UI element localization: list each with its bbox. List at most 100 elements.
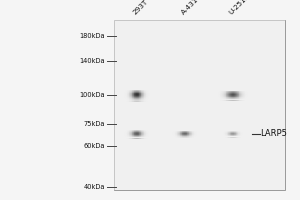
Bar xyxy=(137,92,138,93)
Bar xyxy=(136,136,137,137)
Bar xyxy=(217,98,218,99)
Bar xyxy=(141,93,142,94)
Bar xyxy=(220,96,221,97)
Bar xyxy=(234,137,235,138)
Bar xyxy=(142,91,143,92)
Bar xyxy=(220,133,221,134)
Bar xyxy=(187,131,188,132)
Bar xyxy=(145,99,146,100)
Bar xyxy=(176,131,177,132)
Bar xyxy=(135,131,136,132)
Bar xyxy=(229,98,230,99)
Bar xyxy=(148,130,149,131)
Bar xyxy=(242,98,243,99)
Bar xyxy=(195,132,196,133)
Bar xyxy=(142,92,143,93)
Bar xyxy=(239,93,240,94)
Bar xyxy=(239,100,240,101)
Bar xyxy=(218,95,219,96)
Bar xyxy=(135,138,136,139)
Bar xyxy=(131,100,132,101)
Bar xyxy=(131,130,132,131)
Bar xyxy=(242,134,243,135)
Bar xyxy=(128,130,129,131)
Bar xyxy=(222,136,223,137)
Bar xyxy=(220,131,221,132)
Bar xyxy=(139,133,140,134)
Bar xyxy=(138,99,139,100)
Bar xyxy=(145,131,146,132)
Bar xyxy=(198,131,199,132)
Bar xyxy=(172,137,173,138)
Bar xyxy=(230,94,231,95)
Bar xyxy=(248,97,249,98)
Bar xyxy=(179,136,180,137)
Bar xyxy=(223,135,224,136)
Bar xyxy=(242,94,243,95)
Bar xyxy=(128,100,129,101)
Bar xyxy=(236,134,237,135)
Bar xyxy=(221,97,222,98)
Bar xyxy=(143,91,144,92)
Bar xyxy=(182,131,183,132)
Bar xyxy=(198,133,199,134)
Bar xyxy=(143,138,144,139)
Bar xyxy=(233,97,234,98)
Bar xyxy=(144,92,145,93)
Bar xyxy=(176,132,177,133)
Bar xyxy=(129,90,130,91)
Bar xyxy=(148,99,149,100)
Bar xyxy=(215,97,216,98)
Bar xyxy=(187,136,188,137)
Bar xyxy=(233,92,234,93)
Bar xyxy=(128,96,129,97)
Bar xyxy=(235,91,236,92)
Bar xyxy=(140,131,141,132)
Bar xyxy=(130,137,131,138)
Bar xyxy=(139,130,140,131)
Bar xyxy=(130,135,131,136)
Bar xyxy=(142,136,143,137)
Bar xyxy=(220,92,221,93)
Bar xyxy=(227,137,228,138)
Bar xyxy=(224,91,225,92)
Bar xyxy=(133,100,134,101)
Bar xyxy=(218,91,219,92)
Bar xyxy=(144,90,145,91)
Bar xyxy=(238,98,239,99)
Bar xyxy=(140,97,141,98)
Bar xyxy=(236,96,237,97)
Bar xyxy=(128,98,129,99)
Bar xyxy=(133,95,134,96)
Bar xyxy=(142,130,143,131)
Bar xyxy=(147,92,148,93)
Bar xyxy=(129,94,130,95)
Bar xyxy=(142,100,143,101)
Bar xyxy=(232,92,233,93)
Bar xyxy=(124,94,125,95)
Bar xyxy=(143,134,144,135)
Bar xyxy=(236,95,237,96)
Bar xyxy=(143,100,144,101)
Bar xyxy=(234,97,235,98)
Bar xyxy=(173,137,174,138)
Bar xyxy=(135,137,136,138)
Bar xyxy=(226,96,227,97)
Bar xyxy=(241,136,242,137)
Bar xyxy=(126,99,127,100)
Bar xyxy=(148,138,149,139)
Bar xyxy=(186,136,187,137)
Bar xyxy=(139,136,140,137)
Bar xyxy=(144,101,145,102)
Bar xyxy=(240,97,241,98)
Bar xyxy=(173,131,174,132)
Bar xyxy=(216,95,217,96)
Bar xyxy=(125,130,126,131)
Bar xyxy=(189,137,190,138)
Bar xyxy=(142,94,143,95)
Bar xyxy=(148,137,149,138)
Bar xyxy=(188,133,189,134)
Bar xyxy=(135,92,136,93)
Bar xyxy=(249,92,250,93)
Bar xyxy=(186,131,187,132)
